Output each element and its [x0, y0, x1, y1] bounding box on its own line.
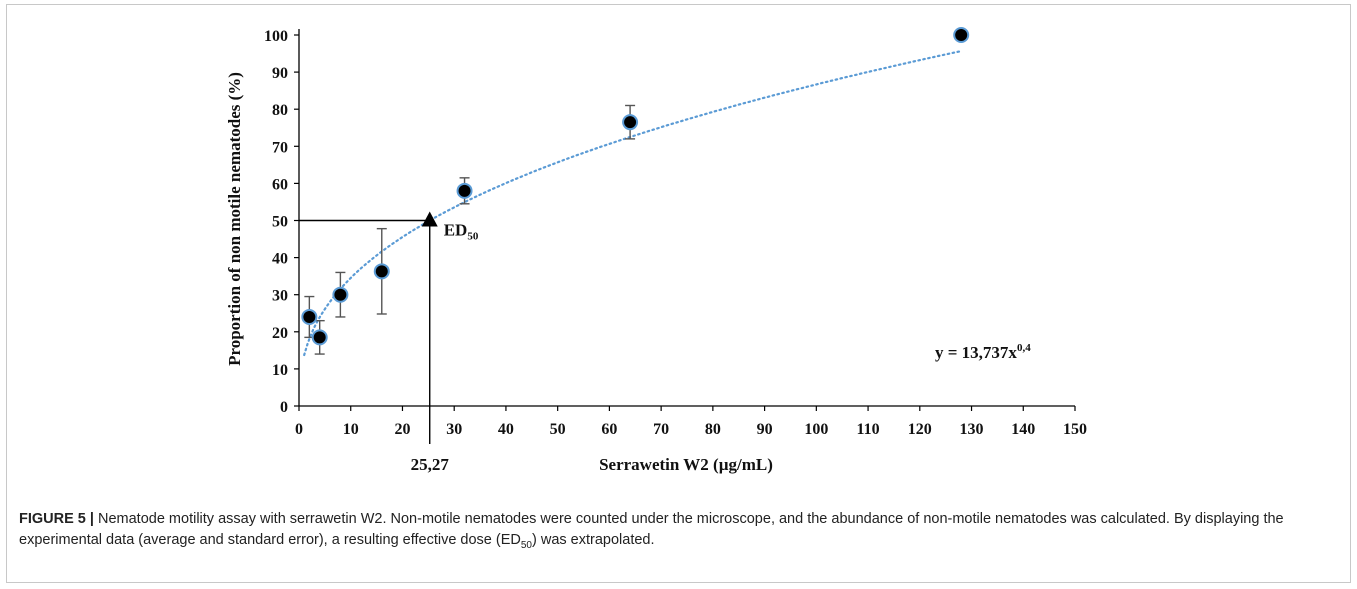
y-tick-label: 20 [272, 325, 288, 342]
caption-label: FIGURE 5 | [19, 511, 94, 527]
data-point [301, 308, 318, 325]
y-tick-label: 90 [272, 65, 288, 82]
x-tick-label: 0 [295, 421, 303, 438]
data-point [373, 263, 390, 280]
x-tick-label: 90 [757, 421, 773, 438]
x-tick-label: 150 [1063, 421, 1087, 438]
y-tick-label: 100 [264, 28, 288, 45]
x-tick-label: 60 [601, 421, 617, 438]
ed50-x-value: 25,27 [411, 455, 450, 474]
caption-sub: 50 [520, 539, 532, 551]
y-tick-label: 10 [272, 362, 288, 379]
figure-caption: FIGURE 5 | Nematode motility assay with … [19, 509, 1337, 556]
x-tick-label: 40 [498, 421, 514, 438]
axes: 0 10 20 30 40 50 60 70 80 90 100 0 10 20 30 40 50 60 70 80 9… [264, 28, 1087, 438]
x-axis-label: Serrawetin W2 (µg/mL) [599, 455, 773, 474]
trend-curve [303, 50, 963, 357]
y-tick-label: 80 [272, 102, 288, 119]
x-tick-label: 10 [343, 421, 359, 438]
x-tick-label: 80 [705, 421, 721, 438]
data-points [301, 27, 970, 346]
x-tick-label: 20 [394, 421, 410, 438]
equation-exponent: 0,4 [1017, 342, 1031, 354]
data-point [456, 182, 473, 199]
ed50-label: ED50 [444, 221, 479, 243]
x-tick-label: 110 [857, 421, 880, 438]
trendline [303, 50, 963, 357]
x-tick-label: 140 [1011, 421, 1035, 438]
x-tick-label: 130 [960, 421, 984, 438]
data-point [311, 329, 328, 346]
trend-equation: y = 13,737x0,4 [935, 342, 1031, 362]
equation-prefix: y = 13,737x [935, 343, 1017, 362]
x-tick-label: 100 [804, 421, 828, 438]
x-tick-label: 50 [550, 421, 566, 438]
y-axis-label: Proportion of non motile nematodes (%) [225, 72, 244, 366]
ed50-marker [421, 211, 438, 227]
y-tick-label: 60 [272, 176, 288, 193]
chart: 0 10 20 30 40 50 60 70 80 90 100 0 10 20 30 40 50 60 70 80 9… [225, 27, 1087, 474]
ed50-label-sub: 50 [467, 231, 479, 243]
y-tick-label: 70 [272, 139, 288, 156]
y-tick-label: 0 [280, 399, 288, 416]
data-point [953, 27, 970, 43]
data-point [332, 286, 349, 303]
figure-frame [6, 4, 1351, 583]
ed50-label-main: ED [444, 221, 468, 240]
ed50-annotation: ED50 25,27 [299, 211, 479, 474]
x-tick-label: 120 [908, 421, 932, 438]
x-tick-label: 70 [653, 421, 669, 438]
caption-text: Nematode motility assay with serrawetin … [19, 511, 1284, 548]
x-tick-label: 30 [446, 421, 462, 438]
data-point [622, 114, 639, 131]
y-tick-label: 30 [272, 288, 288, 305]
caption-tail: ) was extrapolated. [532, 532, 655, 548]
y-tick-label: 50 [272, 214, 288, 231]
y-tick-label: 40 [272, 251, 288, 268]
